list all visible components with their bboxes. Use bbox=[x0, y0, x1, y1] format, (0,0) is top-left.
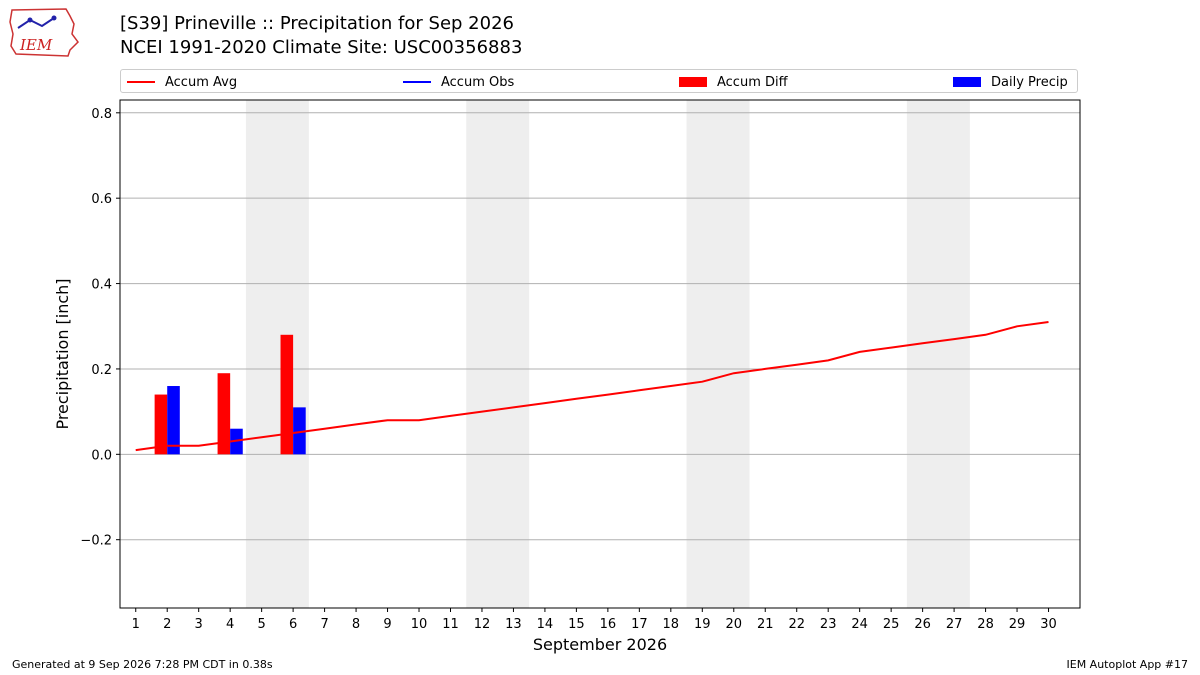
x-tick-label: 16 bbox=[600, 617, 617, 632]
legend-item-accum-avg: Accum Avg bbox=[127, 73, 237, 91]
x-tick-label: 10 bbox=[411, 617, 428, 632]
weekend-shade bbox=[906, 100, 970, 608]
x-tick-label: 1 bbox=[132, 617, 140, 632]
daily-precip-bar bbox=[293, 407, 306, 455]
legend-label-accum-diff: Accum Diff bbox=[717, 74, 788, 90]
weekend-shade bbox=[245, 100, 309, 608]
x-tick-label: 5 bbox=[257, 617, 265, 632]
x-tick-label: 12 bbox=[474, 617, 491, 632]
x-tick-label: 8 bbox=[352, 617, 360, 632]
x-tick-label: 11 bbox=[442, 617, 459, 632]
x-tick-label: 4 bbox=[226, 617, 234, 632]
x-tick-label: 3 bbox=[195, 617, 203, 632]
chart-title: [S39] Prineville :: Precipitation for Se… bbox=[120, 13, 514, 34]
accum-diff-bar bbox=[280, 334, 294, 455]
daily-precip-bar bbox=[167, 386, 180, 455]
legend-item-daily-precip: Daily Precip bbox=[953, 73, 1068, 91]
accum-diff-bar bbox=[217, 373, 231, 455]
weekend-shade bbox=[466, 100, 530, 608]
legend-item-accum-diff: Accum Diff bbox=[679, 73, 788, 91]
x-tick-label: 22 bbox=[788, 617, 805, 632]
x-tick-label: 2 bbox=[163, 617, 171, 632]
x-tick-label: 17 bbox=[631, 617, 648, 632]
x-tick-label: 13 bbox=[505, 617, 522, 632]
x-tick-label: 24 bbox=[851, 617, 868, 632]
x-tick-label: 7 bbox=[320, 617, 328, 632]
x-tick-label: 28 bbox=[977, 617, 994, 632]
y-tick-label: 0.0 bbox=[91, 448, 112, 463]
app-credit: IEM Autoplot App #17 bbox=[1066, 658, 1189, 671]
x-tick-label: 21 bbox=[757, 617, 774, 632]
legend-swatch-accum-obs bbox=[403, 81, 431, 83]
y-tick-label: 0.8 bbox=[91, 107, 112, 122]
y-tick-label: 0.4 bbox=[91, 278, 112, 293]
legend: Accum Avg Accum Obs Accum Diff Daily Pre… bbox=[120, 69, 1078, 93]
plot-frame bbox=[119, 99, 1081, 609]
x-tick-label: 26 bbox=[914, 617, 931, 632]
x-tick-label: 15 bbox=[568, 617, 585, 632]
weekend-shade bbox=[686, 100, 750, 608]
x-tick-label: 14 bbox=[537, 617, 554, 632]
chart-subtitle: NCEI 1991-2020 Climate Site: USC00356883 bbox=[120, 37, 523, 58]
generated-timestamp: Generated at 9 Sep 2026 7:28 PM CDT in 0… bbox=[12, 658, 273, 671]
x-tick-label: 29 bbox=[1009, 617, 1026, 632]
y-axis-label: Precipitation [inch] bbox=[53, 278, 72, 429]
legend-label-accum-obs: Accum Obs bbox=[441, 74, 515, 90]
legend-item-accum-obs: Accum Obs bbox=[403, 73, 514, 91]
x-tick-label: 20 bbox=[725, 617, 742, 632]
accum-diff-bar bbox=[154, 394, 168, 455]
x-axis-label: September 2026 bbox=[533, 635, 667, 654]
x-tick-label: 19 bbox=[694, 617, 711, 632]
iem-logo: IEM bbox=[9, 8, 79, 57]
y-tick-label: 0.6 bbox=[91, 192, 112, 207]
x-tick-label: 30 bbox=[1040, 617, 1057, 632]
legend-swatch-accum-diff bbox=[679, 77, 707, 87]
x-tick-label: 23 bbox=[820, 617, 837, 632]
legend-label-daily-precip: Daily Precip bbox=[991, 74, 1068, 90]
x-tick-label: 6 bbox=[289, 617, 297, 632]
x-tick-label: 25 bbox=[883, 617, 900, 632]
legend-swatch-accum-avg bbox=[127, 81, 155, 83]
x-tick-label: 9 bbox=[383, 617, 391, 632]
x-tick-label: 27 bbox=[946, 617, 963, 632]
logo-text: IEM bbox=[19, 36, 53, 54]
legend-label-accum-avg: Accum Avg bbox=[165, 74, 238, 90]
legend-swatch-daily-precip bbox=[953, 77, 981, 87]
y-tick-label: −0.2 bbox=[80, 534, 112, 549]
x-tick-label: 18 bbox=[663, 617, 680, 632]
accum-avg-line bbox=[135, 321, 1049, 452]
y-tick-label: 0.2 bbox=[91, 363, 112, 378]
